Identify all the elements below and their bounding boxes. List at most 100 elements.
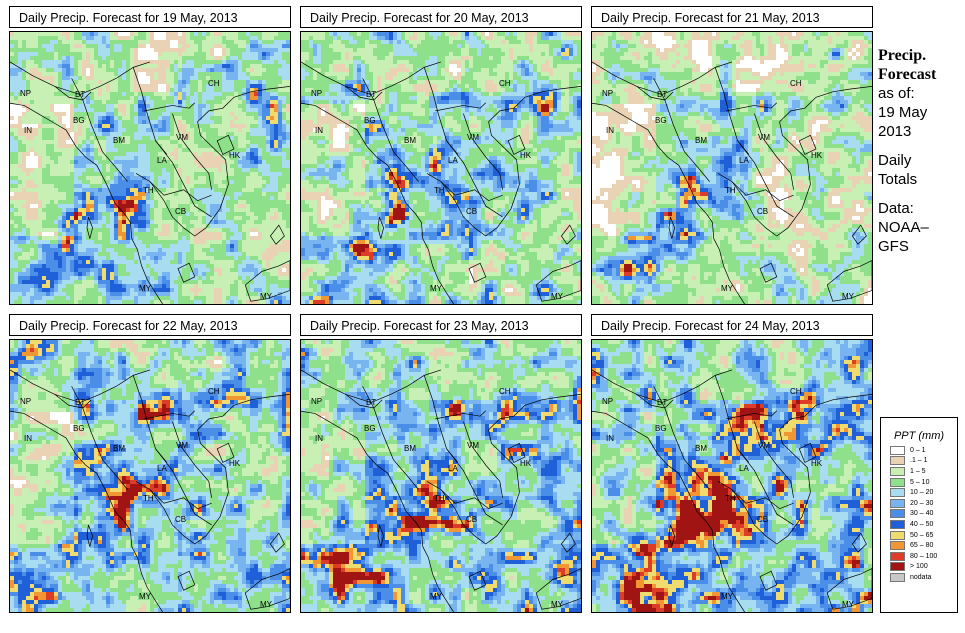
panel-title: Daily Precip. Forecast for 23 May, 2013 (300, 314, 582, 336)
country-label: CB (175, 207, 186, 216)
precip-map: NPBTBGINBMCHVMLATHCBHKMYIDMYID (9, 31, 291, 305)
country-label: LA (157, 156, 167, 165)
legend-label: 0 – 1 (910, 447, 926, 454)
country-label: MY (260, 292, 273, 301)
data-label: Data: (878, 199, 963, 218)
country-label: IN (315, 126, 323, 135)
legend-row: 5 – 10 (881, 477, 957, 488)
country-label: NP (602, 397, 613, 406)
country-label: NP (311, 397, 322, 406)
forecast-panel: Daily Precip. Forecast for 24 May, 2013 N… (591, 314, 873, 613)
country-label: IN (606, 126, 614, 135)
precip-map: NPBTBGINBMCHVMLATHCBHKMYIDMYID (300, 339, 582, 613)
country-label: TH (434, 494, 445, 503)
country-label: MY (139, 284, 152, 293)
legend-swatch (890, 445, 905, 455)
precip-raster (10, 340, 290, 612)
country-label: MY (721, 592, 734, 601)
legend-swatch (890, 530, 905, 540)
boundaries (592, 62, 872, 304)
boundaries (301, 62, 581, 304)
country-label: MY (430, 284, 443, 293)
country-label: LA (739, 156, 749, 165)
country-label: MY (721, 284, 734, 293)
legend-swatch (890, 488, 905, 498)
country-label: MY (842, 292, 855, 301)
country-label: BM (113, 444, 125, 453)
country-label: ID (278, 611, 286, 612)
legend-label: 20 – 30 (910, 500, 933, 507)
boundaries (592, 370, 872, 612)
country-label: ID (569, 303, 577, 304)
asof-label: as of: (878, 84, 963, 103)
panel-title: Daily Precip. Forecast for 24 May, 2013 (591, 314, 873, 336)
country-label: TH (725, 494, 736, 503)
legend-row: .1 – 1 (881, 456, 957, 467)
country-label: BG (655, 116, 667, 125)
country-label: BG (655, 424, 667, 433)
country-label: HK (811, 151, 823, 160)
boundaries (301, 370, 581, 612)
country-label: BT (657, 398, 667, 407)
country-label: TH (434, 186, 445, 195)
country-label: VM (758, 441, 770, 450)
country-label: BT (75, 90, 85, 99)
precip-raster (301, 340, 581, 612)
boundaries (10, 370, 290, 612)
precip-map: NPBTBGINBMCHVMLATHCBHKMYIDMYID (591, 31, 873, 305)
country-label: CB (466, 207, 477, 216)
legend-row: 30 – 40 (881, 509, 957, 520)
legend-row: 40 – 50 (881, 519, 957, 530)
country-label: IN (24, 126, 32, 135)
legend-swatch (890, 562, 905, 572)
totals-label: Totals (878, 170, 963, 189)
forecast-panel: Daily Precip. Forecast for 21 May, 2013 N… (591, 6, 873, 305)
daily-label: Daily (878, 151, 963, 170)
legend-row: nodata (881, 572, 957, 583)
country-label: TH (143, 186, 154, 195)
legend-swatch (890, 456, 905, 466)
country-label: MY (551, 600, 564, 609)
legend-label: 80 – 100 (910, 553, 937, 560)
legend-row: 0 – 1 (881, 445, 957, 456)
boundaries (10, 62, 290, 304)
country-label: BG (364, 116, 376, 125)
legend-row: 20 – 30 (881, 498, 957, 509)
country-label: NP (20, 397, 31, 406)
country-label: BT (366, 90, 376, 99)
country-label: CH (499, 79, 511, 88)
country-label: HK (229, 151, 241, 160)
forecast-panel: Daily Precip. Forecast for 19 May, 2013 N… (9, 6, 291, 305)
legend-label: .1 – 1 (910, 457, 928, 464)
legend-row: > 100 (881, 562, 957, 573)
legend-swatch (890, 519, 905, 529)
country-label: IN (24, 434, 32, 443)
country-label: CB (757, 515, 768, 524)
country-label: VM (176, 441, 188, 450)
country-label: ID (278, 303, 286, 304)
country-label: NP (20, 89, 31, 98)
country-label: CH (790, 79, 802, 88)
country-label: BG (364, 424, 376, 433)
country-label: CH (208, 387, 220, 396)
country-label: HK (520, 459, 532, 468)
country-label: LA (448, 156, 458, 165)
heading-line-1: Precip. (878, 46, 963, 65)
precip-raster (301, 32, 581, 304)
panel-title: Daily Precip. Forecast for 21 May, 2013 (591, 6, 873, 28)
legend-label: 50 – 65 (910, 532, 933, 539)
country-label: LA (448, 464, 458, 473)
country-label: HK (811, 459, 823, 468)
country-label: VM (176, 133, 188, 142)
country-label: MY (430, 592, 443, 601)
precip-raster (592, 32, 872, 304)
panel-title: Daily Precip. Forecast for 19 May, 2013 (9, 6, 291, 28)
precip-legend: PPT (mm) 0 – 1 .1 – 1 1 – 5 5 – 10 10 – 20 20… (880, 417, 958, 613)
legend-swatch (890, 541, 905, 551)
data-source-line-1: NOAA– (878, 218, 963, 237)
country-label: CH (499, 387, 511, 396)
country-label: HK (229, 459, 241, 468)
legend-label: 40 – 50 (910, 521, 933, 528)
country-label: MY (260, 600, 273, 609)
country-label: VM (758, 133, 770, 142)
